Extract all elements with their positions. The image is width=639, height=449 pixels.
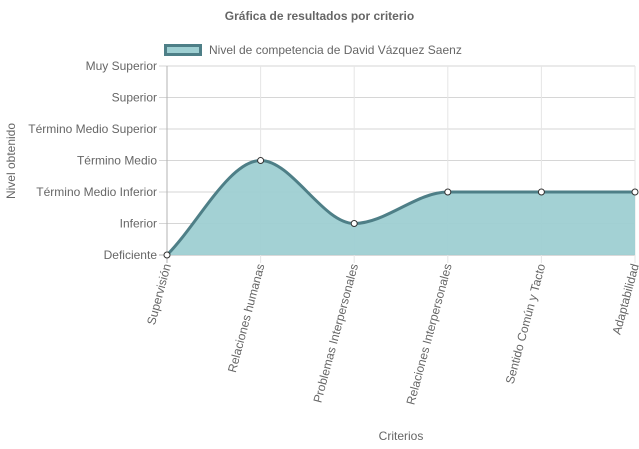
data-point	[444, 188, 452, 196]
x-axis-title: Criterios	[378, 429, 424, 443]
legend-label: Nivel de competencia de David Vázquez Sa…	[209, 43, 462, 57]
data-point	[537, 188, 545, 196]
legend-swatch	[164, 44, 202, 56]
data-point	[257, 157, 265, 164]
y-tick-label: Deficiente	[104, 248, 158, 262]
x-tick-label: Sentido Común y Tacto	[503, 262, 549, 386]
y-tick-label: Término Medio Superior	[28, 122, 157, 136]
x-tick-label: Relaciones Interpersonales	[404, 262, 455, 406]
y-tick-label: Término Medio	[77, 154, 157, 168]
data-point	[350, 220, 358, 227]
y-tick-label: Inferior	[120, 217, 157, 231]
y-tick-label: Término Medio Inferior	[36, 185, 157, 199]
x-tick-label: Adaptabilidad	[610, 262, 639, 336]
x-tick-label: Problemas Interpersonales	[310, 262, 361, 404]
y-tick-label: Muy Superior	[86, 59, 157, 73]
y-tick-label: Superior	[112, 91, 157, 105]
data-point	[631, 188, 639, 196]
x-tick-label: Supervisión	[144, 262, 174, 326]
x-tick-label: Relaciones humanas	[225, 262, 268, 374]
data-point	[163, 251, 171, 259]
legend[interactable]: Nivel de competencia de David Vázquez Sa…	[164, 42, 462, 58]
chart-title: Gráfica de resultados por criterio	[224, 9, 415, 23]
